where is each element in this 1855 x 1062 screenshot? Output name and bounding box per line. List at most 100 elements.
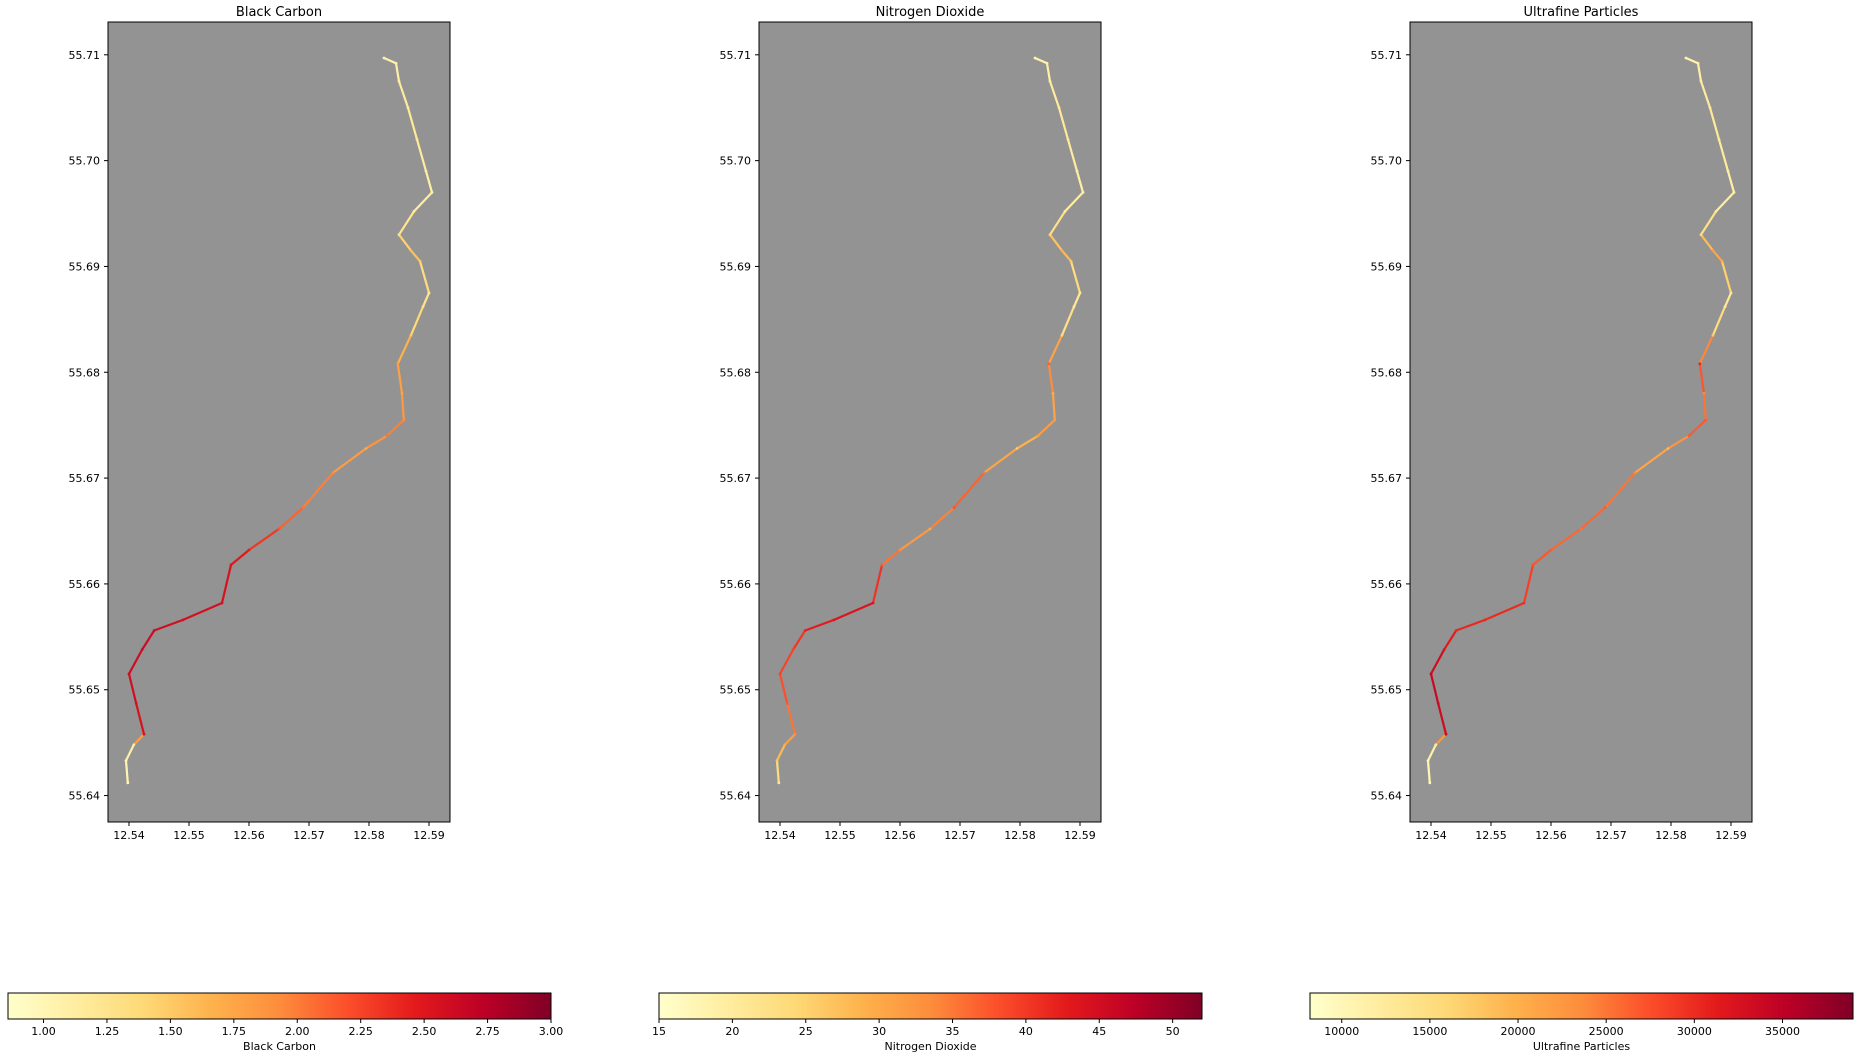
route-segment [397, 80, 410, 109]
route-point [791, 648, 795, 651]
y-tick-label: 55.69 [69, 260, 101, 273]
route-point [832, 618, 836, 622]
route-point [301, 506, 305, 510]
colorbar-frame [1309, 992, 1854, 1020]
route-segment [1687, 418, 1707, 437]
route-point [793, 732, 797, 736]
colorbar-tick-label: 1.50 [158, 1025, 183, 1038]
y-tick-label: 55.71 [69, 49, 101, 62]
route-segment [397, 233, 413, 252]
route-point [132, 743, 136, 747]
route-segment [132, 733, 146, 746]
route-segment [421, 291, 431, 308]
route-segment [124, 743, 135, 762]
route-point [402, 418, 406, 422]
route-segment [928, 506, 956, 531]
route-point [421, 305, 425, 309]
route-point [982, 471, 986, 475]
route-segment [1426, 759, 1431, 784]
route-point [775, 759, 779, 762]
route-segment [153, 618, 185, 632]
route-point [1033, 56, 1037, 60]
route-segment [1063, 191, 1085, 213]
route-point [1442, 648, 1446, 651]
colorbar-tick-label: 15000 [1412, 1025, 1447, 1038]
route-segment [832, 601, 875, 622]
map-panel: Ultrafine Particles 12.54 12.55 12.56 12.57 1… [1371, 5, 1753, 842]
y-tick-label: 55.68 [69, 366, 101, 379]
route-point [1426, 759, 1430, 762]
route-segment [1699, 80, 1712, 109]
route-segment [418, 260, 431, 294]
route-point [364, 447, 368, 450]
route-point [928, 527, 932, 531]
colorbar-gradient [1310, 993, 1853, 1019]
route-segment [220, 563, 233, 605]
route-segment [778, 672, 789, 705]
y-tick-label: 55.66 [1371, 578, 1403, 591]
colorbar: 10000 15000 20000 25000 30000 35000 Ultrafine … [1309, 992, 1854, 1053]
route-point [1036, 434, 1040, 438]
route-segment [406, 106, 419, 141]
route-segment [804, 618, 836, 632]
y-tick-label: 55.67 [1371, 472, 1403, 485]
x-tick-label: 12.55 [824, 829, 856, 842]
route-point [412, 210, 416, 213]
colorbar-tick-label: 1.00 [31, 1025, 56, 1038]
route-point [1702, 392, 1706, 395]
route-segment [1443, 629, 1458, 651]
y-tick-label: 55.70 [720, 155, 752, 168]
route-point [1063, 210, 1067, 213]
route-point [409, 333, 413, 337]
colorbar-tick-label: 15 [652, 1025, 666, 1038]
map-panel: Nitrogen Dioxide 12.54 12.55 12.56 12.57 12.5… [720, 5, 1102, 842]
x-tick-label: 12.58 [1004, 829, 1036, 842]
y-tick-label: 55.64 [1371, 790, 1403, 803]
route-point [220, 601, 224, 605]
route-point [803, 629, 807, 632]
route-point [1522, 601, 1526, 605]
y-tick-label: 55.68 [1371, 366, 1403, 379]
route-point [1060, 333, 1064, 337]
route-point [418, 259, 422, 263]
route-segment [1603, 471, 1637, 509]
colorbar-tick-label: 10000 [1324, 1025, 1359, 1038]
y-tick-label: 55.69 [1371, 260, 1403, 273]
route-segment [141, 629, 156, 651]
route-segment [952, 471, 986, 509]
route-segment [786, 702, 797, 736]
route-point [140, 648, 144, 651]
route-point [1047, 362, 1051, 366]
route-point [124, 759, 128, 762]
colorbar-tick-label: 2.25 [348, 1025, 373, 1038]
route-point [783, 743, 787, 747]
x-tick-label: 12.56 [233, 829, 265, 842]
colorbar-label: Ultrafine Particles [1533, 1040, 1630, 1053]
y-tick-label: 55.68 [720, 366, 752, 379]
route-point [1714, 210, 1718, 213]
route-point [871, 601, 875, 605]
route-point [331, 471, 335, 475]
colorbar-tick-label: 25 [799, 1025, 813, 1038]
route-point [1732, 191, 1736, 194]
route-track [1426, 56, 1736, 785]
y-tick-label: 55.66 [720, 578, 752, 591]
y-tick-label: 55.64 [69, 790, 101, 803]
colorbar-tick-label: 3.00 [539, 1025, 564, 1038]
x-tick-label: 12.54 [764, 829, 796, 842]
route-segment [1702, 392, 1707, 421]
route-segment [1696, 62, 1703, 83]
map-axes-background [1410, 22, 1752, 822]
route-point [127, 672, 131, 676]
route-point [152, 629, 156, 632]
route-point [385, 434, 389, 438]
route-segment [1698, 362, 1706, 395]
route-segment [1036, 418, 1056, 437]
route-point [1666, 447, 1670, 450]
route-point [1711, 249, 1715, 253]
route-point [1483, 618, 1487, 622]
route-point [1687, 434, 1691, 438]
route-point [952, 506, 956, 510]
route-segment [385, 418, 405, 437]
route-point [778, 672, 782, 676]
